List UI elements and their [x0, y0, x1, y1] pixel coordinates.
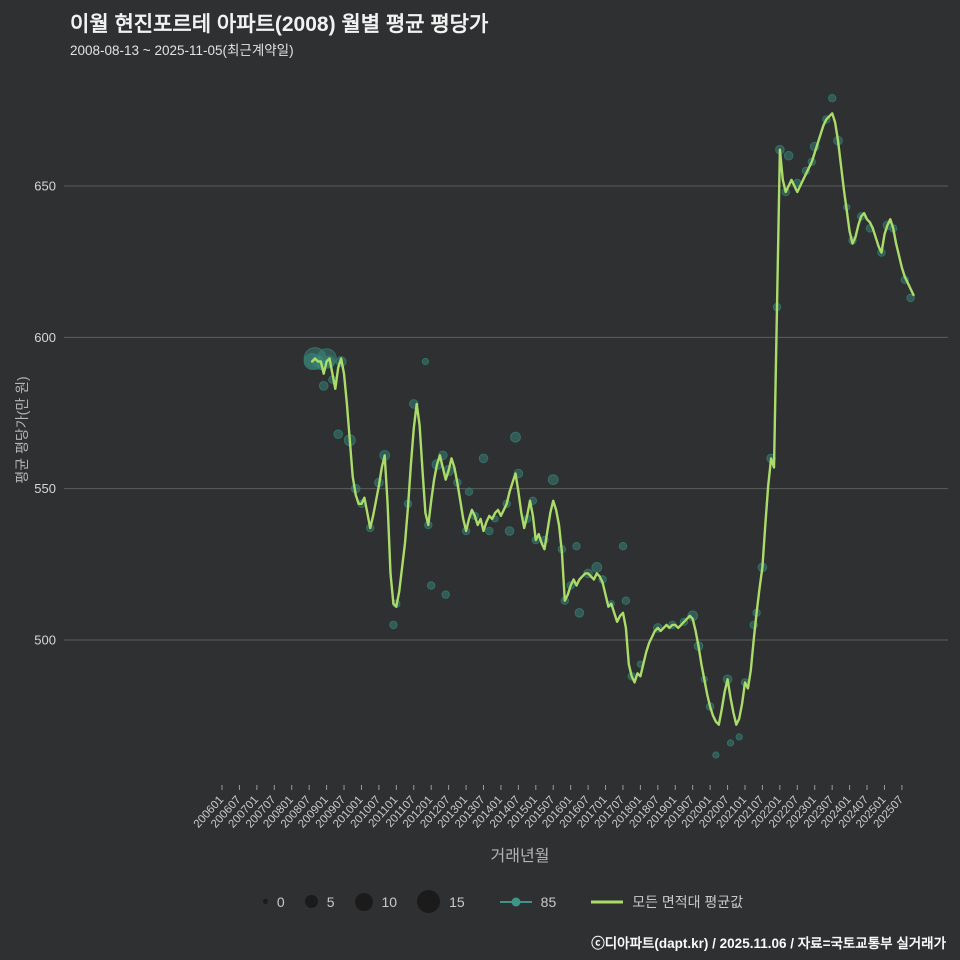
size-legend-item-15: 15 — [417, 890, 465, 913]
y-tick-label: 550 — [34, 481, 56, 496]
bubble-point[interactable] — [712, 751, 720, 759]
x-axis-title: 거래년월 — [490, 848, 550, 865]
legend-series-avg[interactable]: 모든 면적대 평균값 — [590, 892, 743, 912]
bubble-point[interactable] — [510, 431, 521, 443]
legend-series-85[interactable]: 85 — [499, 893, 557, 910]
bubble-point[interactable] — [421, 357, 429, 366]
bubble-point[interactable] — [906, 293, 915, 303]
size-legend-item-0: 0 — [262, 893, 285, 910]
bubble-point[interactable] — [485, 526, 494, 536]
green-line-icon — [591, 900, 624, 903]
y-axis-title: 평균 평당가(만 원) — [14, 376, 30, 484]
bubble-point[interactable] — [464, 487, 474, 496]
bubble-point[interactable] — [547, 474, 559, 486]
bubble-point[interactable] — [828, 94, 837, 103]
bubble-size-0-icon — [262, 899, 268, 904]
date-range-subtitle: 2008-08-13 ~ 2025-11-05(최근계약일) — [70, 43, 294, 58]
bubble-point[interactable] — [572, 542, 581, 551]
y-tick-label: 600 — [34, 330, 56, 345]
chart-legend: 0 5 10 15 85 모든 면적대 평균값 — [0, 890, 960, 913]
bubble-point[interactable] — [574, 608, 585, 618]
teal-line-dot-icon — [499, 897, 532, 906]
price-chart-plot[interactable]: 5005506006502006012006072007012007072008… — [0, 0, 960, 868]
bubble-point[interactable] — [726, 739, 735, 747]
bubble-point[interactable] — [478, 453, 489, 464]
bubble-point[interactable] — [441, 590, 450, 599]
bubble-point[interactable] — [783, 150, 794, 161]
bubble-point[interactable] — [318, 381, 329, 391]
page-title: 이월 현진포르테 아파트(2008) 월별 평균 평당가 — [70, 13, 489, 36]
bubble-size-10-icon — [354, 892, 373, 911]
average-price-line — [310, 112, 915, 726]
bubble-point[interactable] — [389, 620, 398, 630]
size-legend-label: 5 — [326, 893, 335, 910]
bubble-point[interactable] — [621, 596, 631, 605]
size-legend-label: 15 — [449, 893, 465, 910]
bubble-size-5-icon — [304, 895, 318, 908]
size-legend-item-10: 10 — [354, 892, 398, 911]
legend-series-avg-label: 모든 면적대 평균값 — [632, 893, 744, 910]
bubble-point[interactable] — [504, 526, 515, 536]
legend-series-85-label: 85 — [540, 893, 557, 910]
bubble-point[interactable] — [427, 581, 436, 590]
size-legend-label: 0 — [276, 893, 285, 910]
bubble-point[interactable] — [735, 733, 743, 741]
y-tick-label: 500 — [34, 633, 56, 648]
bubble-size-15-icon — [417, 890, 441, 913]
bubble-point[interactable] — [333, 429, 344, 440]
y-tick-label: 650 — [34, 178, 56, 193]
bubble-point[interactable] — [618, 542, 628, 551]
footer-credit: ⓒ디아파트(dapt.kr) / 2025.11.06 / 자료=국토교통부 실… — [591, 936, 946, 951]
size-legend-item-5: 5 — [304, 893, 335, 910]
size-legend-label: 10 — [381, 893, 398, 910]
bubble-point[interactable] — [591, 562, 603, 573]
